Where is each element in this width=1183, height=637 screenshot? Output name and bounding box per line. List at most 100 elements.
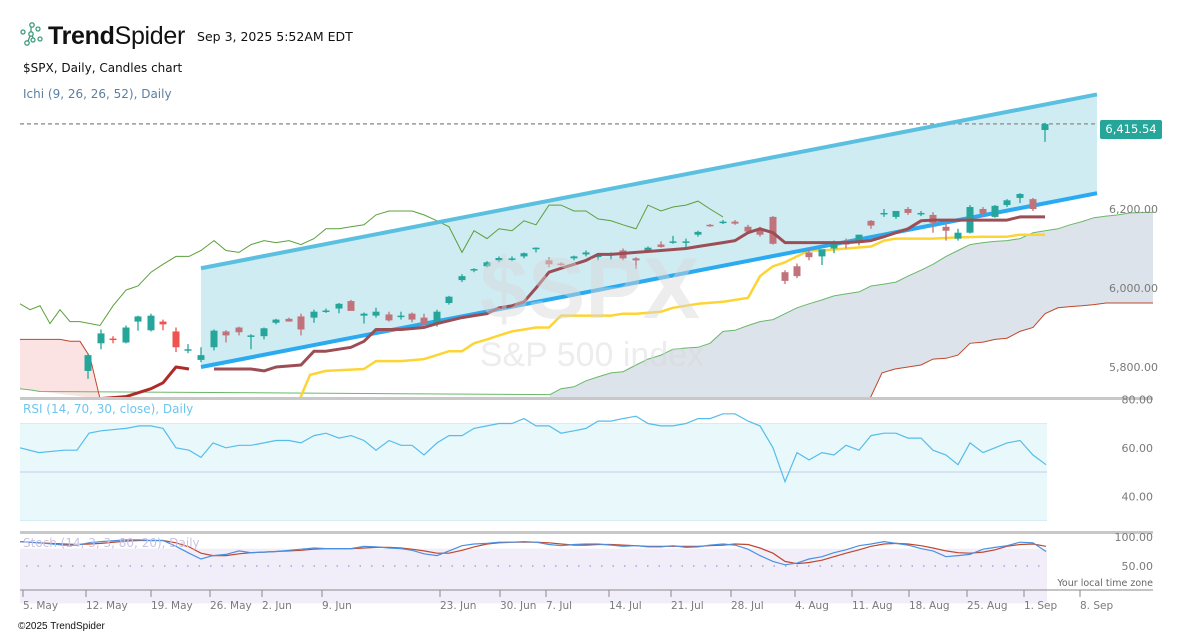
candle [917, 212, 925, 215]
candle [805, 252, 813, 258]
candle [297, 316, 305, 330]
candle [84, 355, 92, 371]
candle [222, 331, 230, 336]
candle [532, 247, 540, 250]
candle [159, 321, 167, 325]
svg-text:50.00: 50.00 [1122, 560, 1154, 573]
candle [830, 243, 838, 249]
candle [260, 328, 268, 337]
candle [285, 318, 293, 322]
candle [397, 315, 405, 318]
candle [272, 319, 280, 323]
candle [385, 314, 393, 321]
candle [172, 331, 180, 348]
candle [508, 258, 516, 260]
x-tick-label: 8. Sep [1080, 600, 1113, 612]
candle [1029, 199, 1037, 209]
rsi-label: RSI (14, 70, 30, close), Daily [23, 402, 194, 416]
candle [197, 355, 205, 360]
candle [347, 301, 355, 311]
candle [904, 209, 912, 213]
x-tick-label: 19. May [151, 600, 193, 612]
x-tick-label: 26. May [210, 600, 252, 612]
candle [1016, 193, 1024, 198]
candle [360, 313, 368, 316]
svg-text:100.00: 100.00 [1115, 531, 1154, 544]
candle [483, 262, 491, 267]
candle [545, 260, 553, 265]
x-tick-label: 21. Jul [671, 600, 704, 612]
candle [706, 224, 714, 227]
candle [644, 247, 652, 251]
svg-text:$SPX: $SPX [480, 241, 700, 337]
candle [147, 315, 155, 331]
x-tick-label: 2. Jun [262, 600, 292, 612]
candle [744, 226, 752, 232]
candle [372, 311, 380, 316]
candle [954, 232, 962, 239]
candle [420, 317, 428, 325]
candle [756, 228, 764, 235]
x-tick-label: 7. Jul [546, 600, 572, 612]
candle [818, 249, 826, 257]
candle [408, 313, 416, 320]
candle [235, 327, 243, 333]
price-pane [20, 92, 1153, 398]
timezone-note: Your local time zone [1057, 578, 1153, 589]
candle [445, 296, 453, 304]
candle [495, 257, 503, 261]
x-tick-label: 25. Aug [967, 600, 1008, 612]
candle [719, 221, 727, 224]
candle [134, 316, 142, 322]
candle [122, 327, 130, 343]
x-tick-label: 11. Aug [852, 600, 893, 612]
candle [210, 330, 218, 348]
x-tick-label: 18. Aug [909, 600, 950, 612]
stoch-label: Stoch (14, 3, 3, 80, 20), Daily [23, 536, 200, 550]
copyright: ©2025 TrendSpider [18, 621, 105, 632]
candle [781, 272, 789, 281]
candle [1041, 124, 1049, 130]
stoch-pane [19, 539, 1047, 604]
candle [109, 338, 117, 341]
candle [657, 244, 665, 247]
candle [694, 231, 702, 235]
candle [880, 212, 888, 215]
candle [793, 266, 801, 277]
candle [867, 220, 875, 226]
candle [769, 216, 777, 244]
svg-text:S&P 500 index: S&P 500 index [480, 336, 704, 374]
ichimoku-label: Ichi (9, 26, 26, 52), Daily [23, 87, 172, 101]
candle [682, 241, 690, 243]
candle [335, 303, 343, 309]
chart-subtitle: $SPX, Daily, Candles chart [23, 61, 183, 75]
candle [855, 234, 863, 243]
x-tick-label: 14. Jul [609, 600, 642, 612]
candle [731, 221, 739, 224]
x-tick-label: 1. Sep [1024, 600, 1057, 612]
rsi-pane [19, 413, 1047, 521]
candle [458, 276, 466, 281]
candle [570, 256, 578, 259]
header: TrendSpider Sep 3, 2025 5:52AM EDT [18, 20, 353, 52]
candle [247, 335, 255, 337]
candle [557, 263, 565, 266]
svg-text:40.00: 40.00 [1122, 490, 1154, 503]
candle [1003, 200, 1011, 206]
x-tick-label: 4. Aug [795, 600, 829, 612]
candle [470, 269, 478, 271]
candle [310, 311, 318, 318]
candle [594, 255, 602, 258]
svg-text:60.00: 60.00 [1122, 442, 1154, 455]
candle [97, 333, 105, 344]
candle [184, 349, 192, 351]
candle [892, 210, 900, 217]
svg-text:6,200.00: 6,200.00 [1109, 203, 1158, 216]
candle [979, 209, 987, 214]
candle [669, 241, 677, 243]
x-tick-label: 23. Jun [440, 600, 476, 612]
x-tick-label: 5. May [23, 600, 58, 612]
spider-nodes-icon [18, 21, 44, 51]
candle [942, 226, 950, 231]
